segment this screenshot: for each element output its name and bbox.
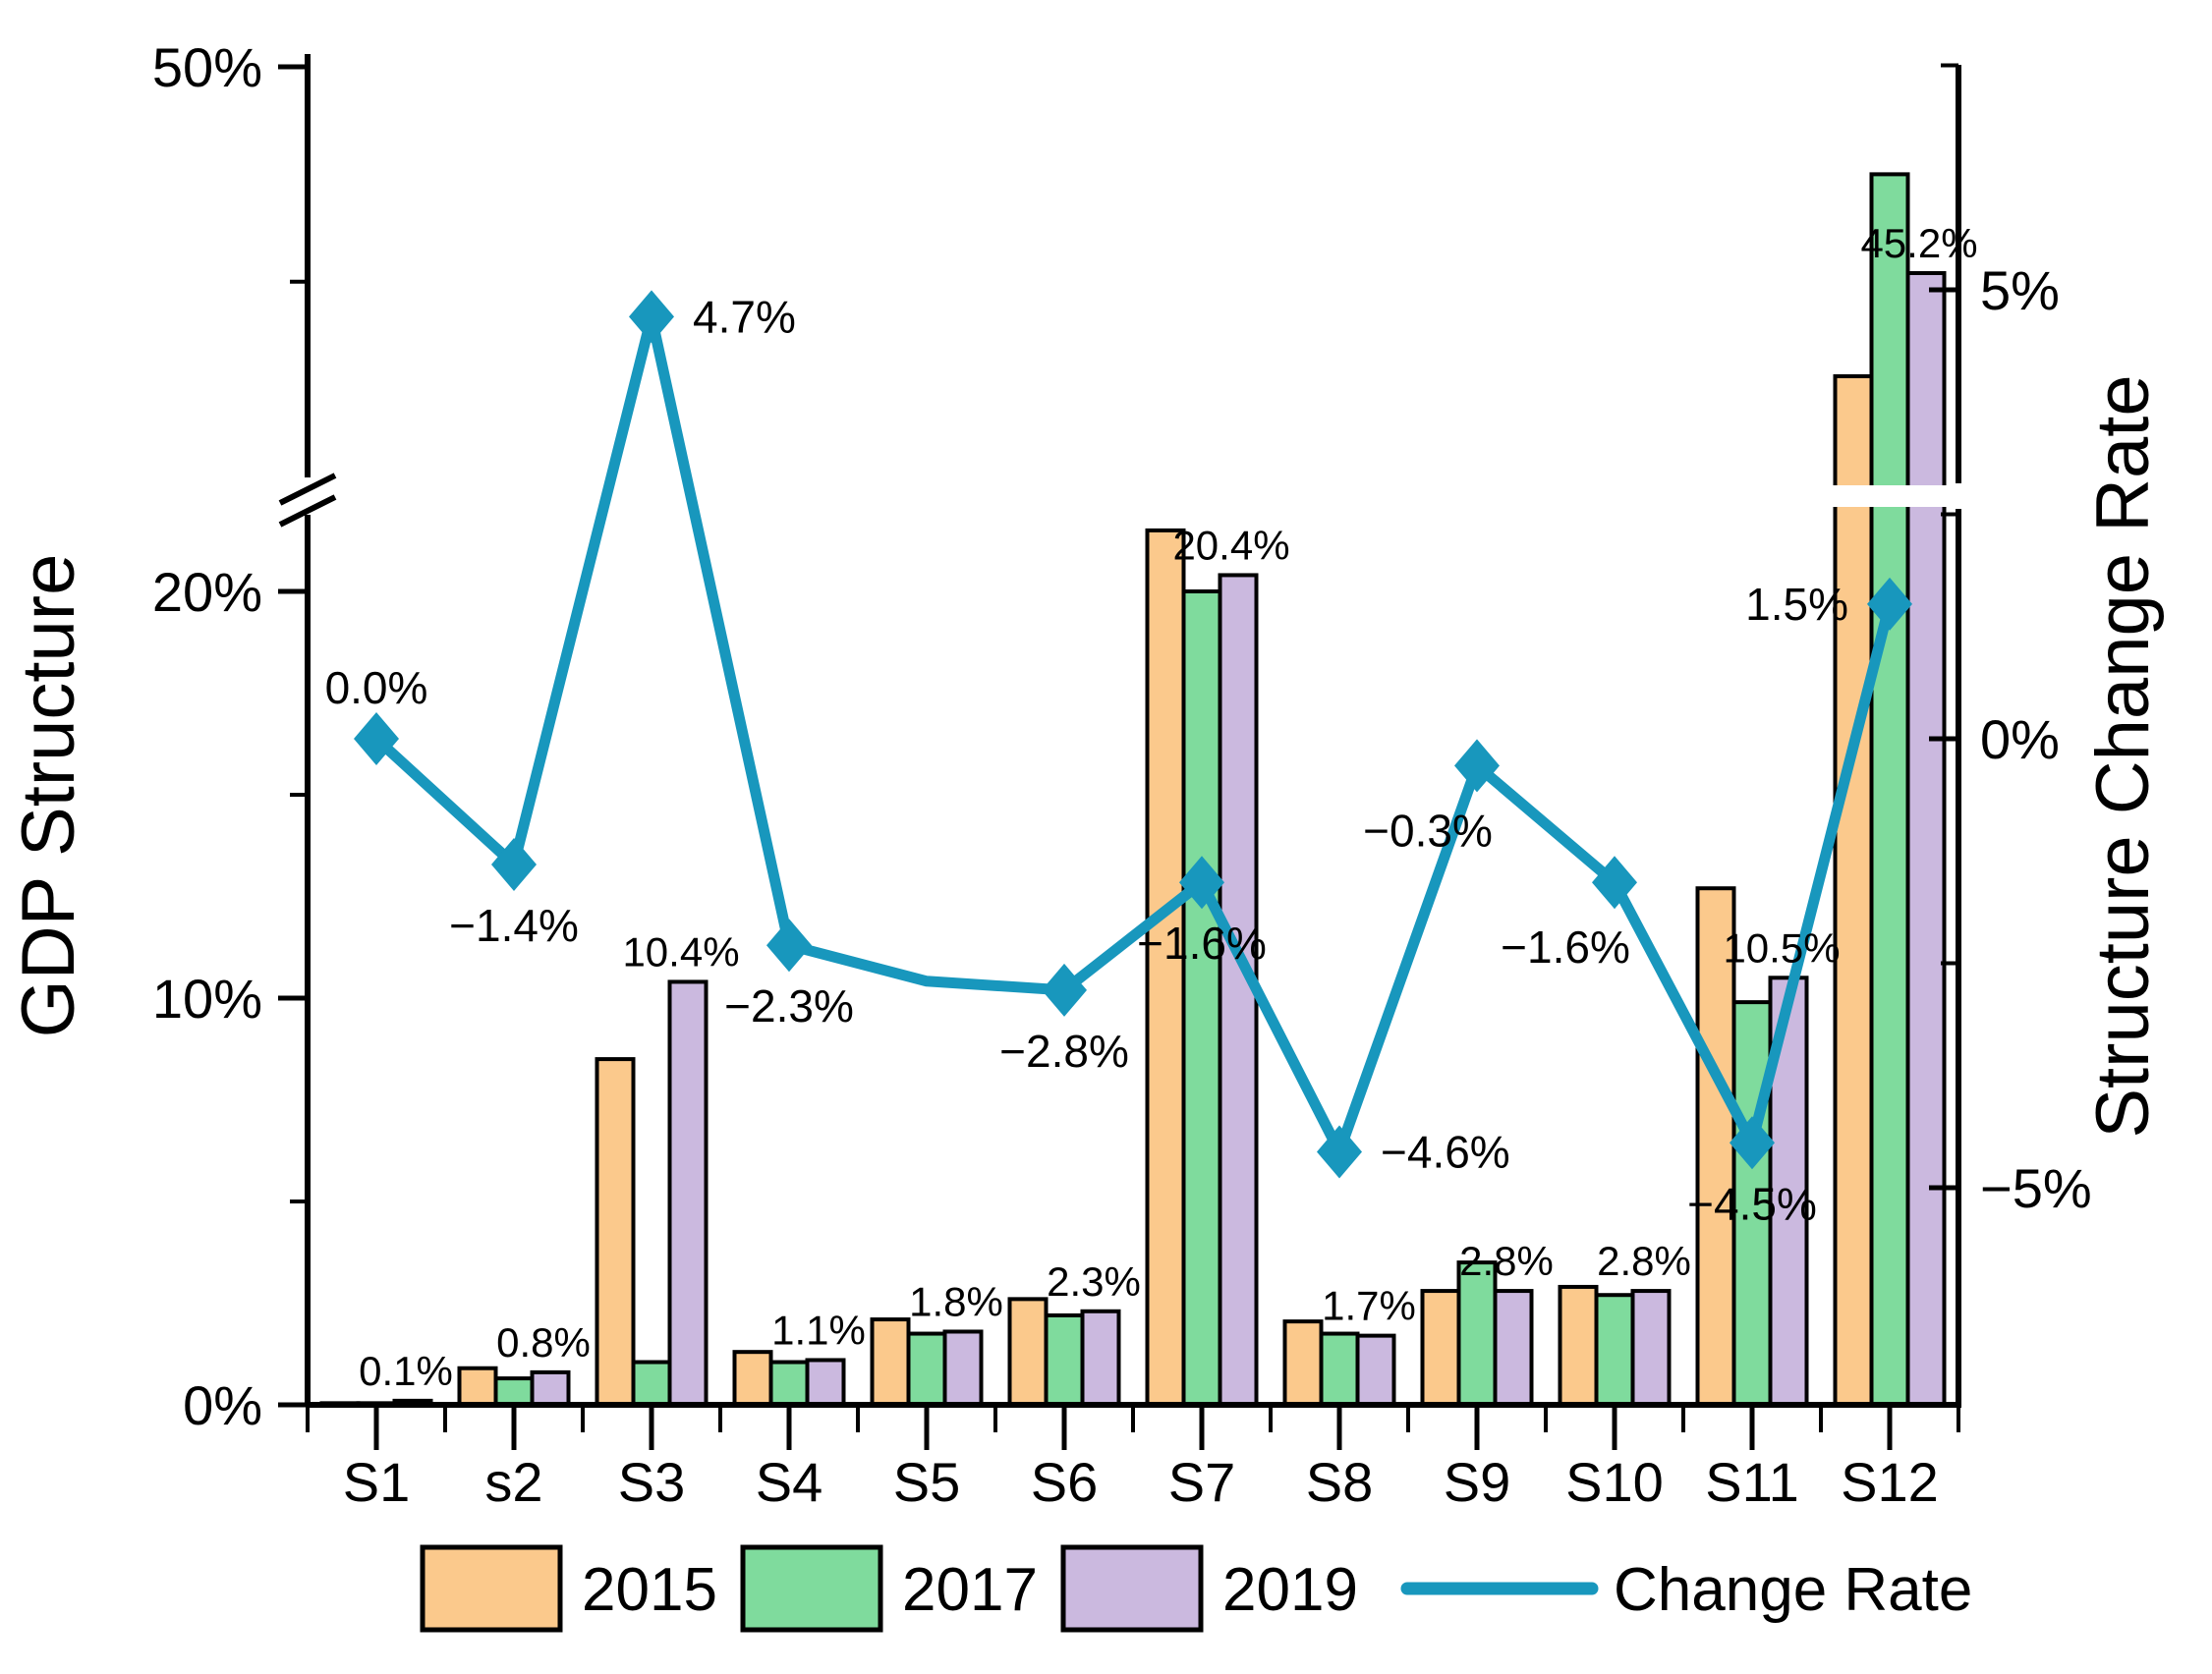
change-rate-marker-S3 xyxy=(629,290,674,344)
right-tick-label-0%: 0% xyxy=(1980,708,2060,770)
bar-2019-S10 xyxy=(1630,1289,1672,1407)
bar-2015-S12 xyxy=(1833,374,1874,1407)
bar-label-S1: 0.1% xyxy=(359,1348,453,1394)
bar-2015-s2 xyxy=(457,1366,498,1407)
bar-2019-S8 xyxy=(1355,1333,1396,1407)
bar-2017-S8 xyxy=(1319,1331,1360,1408)
bar-2017-S9 xyxy=(1456,1260,1498,1407)
line-label-S10: −1.6% xyxy=(1501,921,1630,973)
line-label-S3: 4.7% xyxy=(693,291,796,342)
change-rate-marker-s2 xyxy=(491,837,537,891)
bar-2017-S6 xyxy=(1044,1312,1085,1408)
change-rate-marker-S10 xyxy=(1592,856,1637,910)
x-tick-label-S11: S11 xyxy=(1705,1451,1798,1513)
legend-label-change-rate: Change Rate xyxy=(1614,1556,1972,1624)
line-label-S12: 1.5% xyxy=(1745,579,1848,630)
right-tick-label-−5%: −5% xyxy=(1980,1157,2092,1219)
bar-2017-S7 xyxy=(1181,589,1222,1407)
bar-label-S10: 2.8% xyxy=(1597,1238,1691,1284)
bar-label-S7: 20.4% xyxy=(1172,522,1289,568)
left-axis-break-slash-2 xyxy=(278,494,337,528)
change-rate-line xyxy=(370,310,1896,1157)
bar-label-S3: 10.4% xyxy=(622,928,739,975)
bar-label-S11: 10.5% xyxy=(1723,924,1840,971)
bar-2019-S4 xyxy=(805,1358,846,1407)
line-label-s2: −1.4% xyxy=(449,900,579,951)
line-label-S7: −1.6% xyxy=(1137,918,1267,969)
change-rate-marker-S9 xyxy=(1454,739,1500,793)
right-tick-label-5%: 5% xyxy=(1980,259,2060,321)
right-axis-title: Structure Change Rate xyxy=(2081,374,2165,1138)
x-tick-label-S7: S7 xyxy=(1168,1451,1236,1513)
bar-2017-S5 xyxy=(906,1331,947,1408)
bar-2015-S6 xyxy=(1007,1297,1049,1407)
left-tick-label-50%: 50% xyxy=(152,36,262,98)
change-rate-marker-S4 xyxy=(766,919,812,973)
bar-2019-S5 xyxy=(942,1329,984,1407)
line-label-S11: −4.5% xyxy=(1687,1178,1817,1229)
left-axis-title: GDP Structure xyxy=(7,554,90,1038)
x-tick-label-S6: S6 xyxy=(1031,1451,1099,1513)
x-tick-label-S3: S3 xyxy=(618,1451,686,1513)
bar-label-s2: 0.8% xyxy=(496,1319,591,1366)
bar-label-S4: 1.1% xyxy=(771,1307,866,1353)
x-tick-label-s2: s2 xyxy=(484,1451,542,1513)
axis-break-band xyxy=(311,485,1962,507)
legend-label-2019: 2019 xyxy=(1222,1556,1358,1624)
change-rate-marker-S6 xyxy=(1042,963,1087,1017)
bar-2019-S6 xyxy=(1080,1309,1121,1408)
x-tick-label-S1: S1 xyxy=(343,1451,411,1513)
line-label-S1: 0.0% xyxy=(325,662,428,713)
change-rate-marker-S12 xyxy=(1867,577,1912,631)
bar-2015-S9 xyxy=(1420,1289,1461,1407)
bar-2019-s2 xyxy=(530,1369,571,1408)
change-rate-marker-S1 xyxy=(354,712,399,765)
bar-label-S8: 1.7% xyxy=(1322,1283,1416,1329)
bar-2017-S12 xyxy=(1869,172,1910,1407)
bar-2019-S3 xyxy=(667,979,709,1407)
x-tick-label-S12: S12 xyxy=(1841,1451,1939,1513)
bar-label-S5: 1.8% xyxy=(909,1278,1003,1324)
bar-2015-S4 xyxy=(732,1350,773,1408)
legend-swatch-2017 xyxy=(740,1544,883,1633)
line-label-S4: −2.3% xyxy=(724,980,854,1032)
x-tick-label-S4: S4 xyxy=(756,1451,823,1513)
x-tick-label-S8: S8 xyxy=(1306,1451,1374,1513)
bar-2017-S3 xyxy=(631,1360,672,1408)
bar-2015-S3 xyxy=(595,1057,636,1407)
bar-label-S9: 2.8% xyxy=(1459,1238,1554,1284)
left-tick-label-0%: 0% xyxy=(183,1374,262,1436)
line-label-S6: −2.8% xyxy=(999,1026,1129,1077)
bar-2015-S8 xyxy=(1282,1319,1324,1408)
bar-2017-S4 xyxy=(768,1360,810,1408)
left-tick-label-20%: 20% xyxy=(152,561,262,623)
bar-label-S12: 45.2% xyxy=(1860,220,1977,266)
bar-2015-S10 xyxy=(1558,1284,1599,1407)
x-tick-label-S5: S5 xyxy=(893,1451,961,1513)
bar-label-S6: 2.3% xyxy=(1047,1258,1141,1305)
bar-2019-S9 xyxy=(1493,1289,1534,1407)
bar-2015-S5 xyxy=(870,1317,911,1408)
legend-label-2017: 2017 xyxy=(902,1556,1038,1624)
left-tick-label-10%: 10% xyxy=(152,968,262,1030)
line-label-S9: −0.3% xyxy=(1363,805,1493,856)
x-tick-label-S9: S9 xyxy=(1444,1451,1511,1513)
bar-2019-S12 xyxy=(1905,271,1947,1407)
change-rate-marker-S8 xyxy=(1317,1125,1362,1179)
line-label-S8: −4.6% xyxy=(1381,1126,1510,1177)
x-tick-label-S10: S10 xyxy=(1565,1451,1664,1513)
change-rate-marker-S7 xyxy=(1179,856,1224,910)
legend-swatch-2019 xyxy=(1060,1544,1204,1633)
change-rate-marker-S11 xyxy=(1730,1116,1775,1170)
bar-2017-S10 xyxy=(1594,1293,1635,1407)
legend-swatch-2015 xyxy=(420,1544,563,1633)
legend-label-2015: 2015 xyxy=(582,1556,717,1624)
bar-2017-s2 xyxy=(493,1376,535,1407)
left-axis-break-slash-1 xyxy=(278,473,337,506)
